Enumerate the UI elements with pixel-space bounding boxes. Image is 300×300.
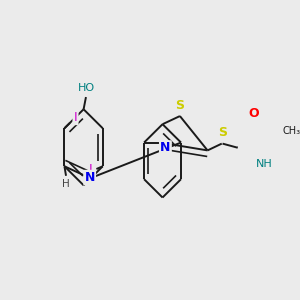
Text: O: O: [248, 107, 259, 120]
Text: S: S: [176, 99, 184, 112]
Text: NH: NH: [256, 159, 273, 169]
Text: H: H: [62, 179, 70, 189]
Text: S: S: [218, 126, 227, 139]
Text: I: I: [74, 111, 77, 124]
Text: CH₃: CH₃: [282, 126, 300, 136]
Text: I: I: [89, 163, 93, 176]
Text: N: N: [160, 142, 171, 154]
Text: N: N: [85, 171, 95, 184]
Text: HO: HO: [77, 82, 94, 93]
